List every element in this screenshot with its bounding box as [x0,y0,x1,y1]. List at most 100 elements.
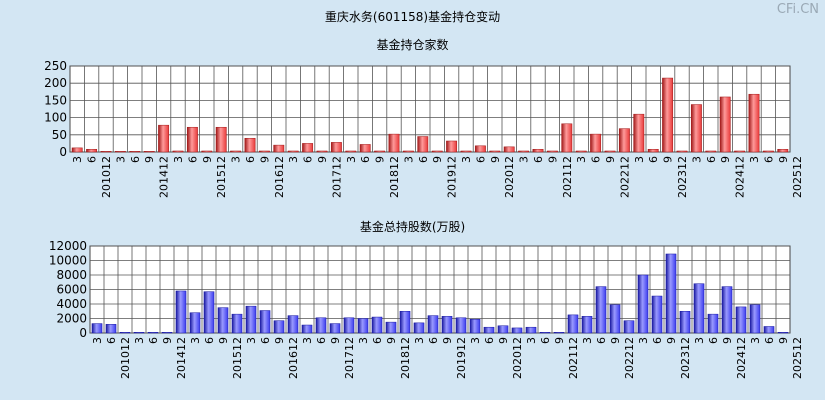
x-tick-label: 3 [172,156,185,163]
x-tick-label: 3 [287,156,300,163]
bar-fund-count [158,124,170,153]
bar-fund-count [244,137,256,153]
bar-total-shares [595,286,607,334]
bar-total-shares [749,304,761,334]
bar-total-shares [567,314,579,334]
bar-total-shares [637,274,649,334]
bar-fund-count [273,144,285,153]
bar-total-shares [777,332,789,334]
x-tick-label: 9 [497,337,510,344]
x-tick-label: 6 [647,156,660,163]
bar-total-shares [357,318,369,334]
x-tick-label: 6 [203,337,216,344]
bar-fund-count [676,150,688,153]
bar-fund-count [474,145,486,153]
x-tick-label: 3 [633,156,646,163]
x-tick-label: 9 [273,337,286,344]
bar-fund-count [719,96,731,153]
y-tick-label: 250 [44,59,67,73]
x-tick-label: 9 [316,156,329,163]
y-tick-label: 4000 [56,297,87,311]
bar-total-shares [763,326,775,334]
bar-fund-count [287,150,299,153]
x-tick-label: 201612 [273,156,286,198]
y-tick-label: 100 [44,111,67,125]
x-tick-label: 6 [259,337,272,344]
x-tick-label: 6 [651,337,664,344]
bar-total-shares [217,307,229,334]
x-tick-label: 9 [665,337,678,344]
x-tick-label: 9 [546,156,559,163]
x-tick-label: 201012 [119,337,132,379]
x-tick-label: 3 [518,156,531,163]
bar-fund-count [143,151,155,153]
bar-fund-count [86,148,98,153]
x-tick-label: 9 [777,337,790,344]
x-tick-label: 6 [483,337,496,344]
bar-fund-count [662,77,674,153]
bar-fund-count [258,150,270,153]
x-tick-label: 3 [748,156,761,163]
y-tick-label: 200 [44,76,67,90]
bar-total-shares [161,332,173,334]
x-tick-label: 3 [230,156,243,163]
bar-fund-count [633,113,645,153]
x-tick-label: 3 [402,156,415,163]
bar-total-shares [399,311,411,334]
x-tick-label: 202212 [618,156,631,198]
bar-total-shares [483,326,495,334]
x-tick-label: 6 [244,156,257,163]
x-tick-label: 9 [329,337,342,344]
bar-total-shares [469,318,481,334]
x-tick-label: 202512 [791,337,804,379]
x-tick-label: 9 [553,337,566,344]
bar-total-shares [175,290,187,334]
x-tick-label: 201512 [215,156,228,198]
bar-total-shares [91,323,103,334]
x-tick-label: 9 [777,156,790,163]
bar-total-shares [427,315,439,334]
x-tick-label: 6 [186,156,199,163]
bar-total-shares [721,286,733,334]
bar-total-shares [581,316,593,334]
x-tick-label: 9 [201,156,214,163]
x-tick-label: 202312 [676,156,689,198]
x-tick-label: 201412 [158,156,171,198]
bar-total-shares [693,283,705,334]
bar-total-shares [679,311,691,334]
x-tick-label: 9 [609,337,622,344]
x-tick-label: 6 [315,337,328,344]
x-tick-label: 202112 [567,337,580,379]
x-tick-label: 9 [721,337,734,344]
x-tick-label: 6 [707,337,720,344]
x-tick-label: 6 [105,337,118,344]
x-tick-label: 9 [385,337,398,344]
bar-total-shares [105,324,117,334]
x-tick-label: 3 [189,337,202,344]
x-tick-label: 9 [217,337,230,344]
x-tick-label: 3 [301,337,314,344]
chart-title-fund-count: 基金持仓家数 [376,38,449,52]
bar-total-shares [441,316,453,334]
bar-fund-count [518,150,530,153]
x-tick-label: 9 [431,156,444,163]
bar-fund-count [734,150,746,153]
y-tick-label: 8000 [56,268,87,282]
x-tick-label: 9 [374,156,387,163]
bar-fund-count [374,150,386,153]
bar-fund-count [431,150,443,153]
bar-total-shares [119,332,131,334]
bar-fund-count [446,140,458,153]
bar-fund-count [316,150,328,153]
x-tick-label: 201612 [287,337,300,379]
bar-fund-count [330,142,342,153]
x-tick-label: 6 [86,156,99,163]
bar-fund-count [100,151,112,153]
bar-total-shares [497,325,509,334]
x-tick-label: 6 [302,156,315,163]
x-tick-label: 201412 [175,337,188,379]
y-tick-label: 6000 [56,283,87,297]
bar-total-shares [259,310,271,334]
x-tick-label: 6 [371,337,384,344]
x-tick-label: 3 [575,156,588,163]
